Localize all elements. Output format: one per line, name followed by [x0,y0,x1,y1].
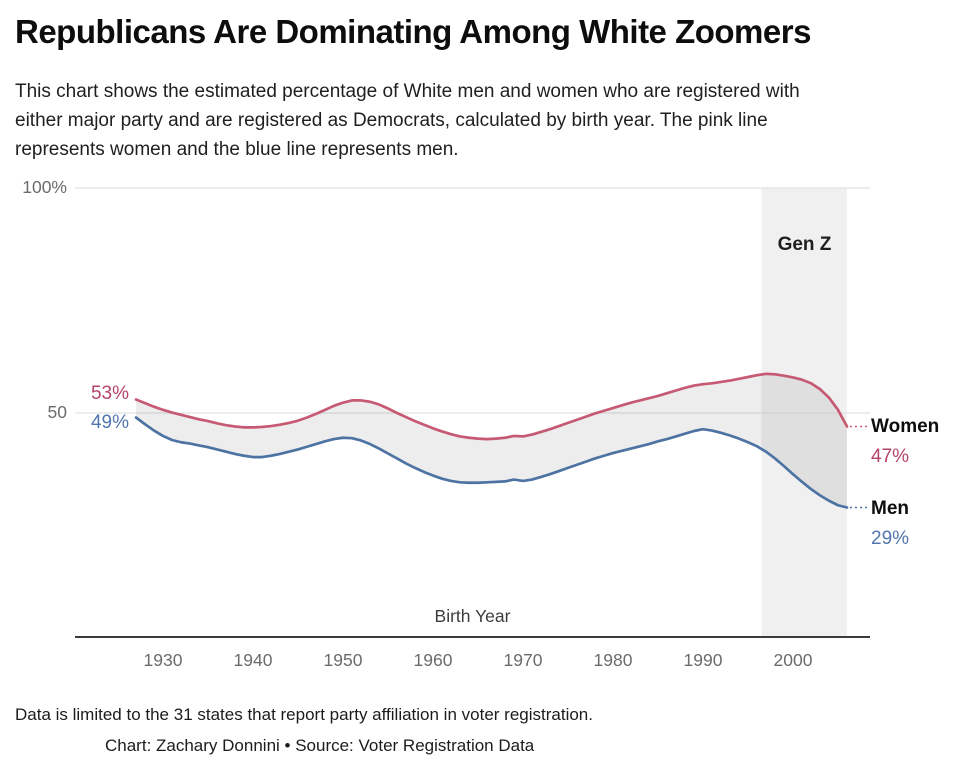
line-chart: 53% 49% Gen Z Women 47% Men 29% Birth Ye… [0,176,962,681]
chart-description: This chart shows the estimated percentag… [15,77,947,164]
x-axis-tick-label: 1980 [593,649,633,670]
men-series-label: Men [871,497,909,519]
line-chart-canvas [75,187,870,638]
x-axis-tick-label: 1940 [233,649,273,670]
x-axis-title: Birth Year [434,605,511,626]
x-axis-tick-label: 1930 [143,649,183,670]
men-end-value-label: 29% [871,527,910,549]
men-line [134,416,849,509]
men-start-value-label: 49% [90,411,129,433]
x-axis-tick-label: 1970 [503,649,543,670]
page-title: Republicans Are Dominating Among White Z… [15,13,811,50]
chart-description-line: either major party and are registered as… [15,109,768,131]
y-axis-tick-label: 50 [47,402,67,423]
chart-credit: Chart: Zachary Donnini • Source: Voter R… [105,735,535,755]
chart-description-line: This chart shows the estimated percentag… [15,80,800,102]
between-lines-band [136,373,847,508]
data-footnote: Data is limited to the 31 states that re… [15,704,593,724]
x-axis-tick-label: 1960 [413,649,453,670]
gen-z-band-label: Gen Z [777,233,832,255]
women-series-label: Women [871,415,940,437]
x-axis-tick-label: 2000 [773,649,813,670]
x-axis-tick-label: 1950 [323,649,363,670]
chart-description-line: represents women and the blue line repre… [15,138,459,160]
women-end-value-label: 47% [871,445,910,467]
x-axis-tick-label: 1990 [683,649,723,670]
women-line [134,372,849,441]
y-axis-tick-label: 100% [22,177,67,198]
women-start-value-label: 53% [90,382,129,404]
